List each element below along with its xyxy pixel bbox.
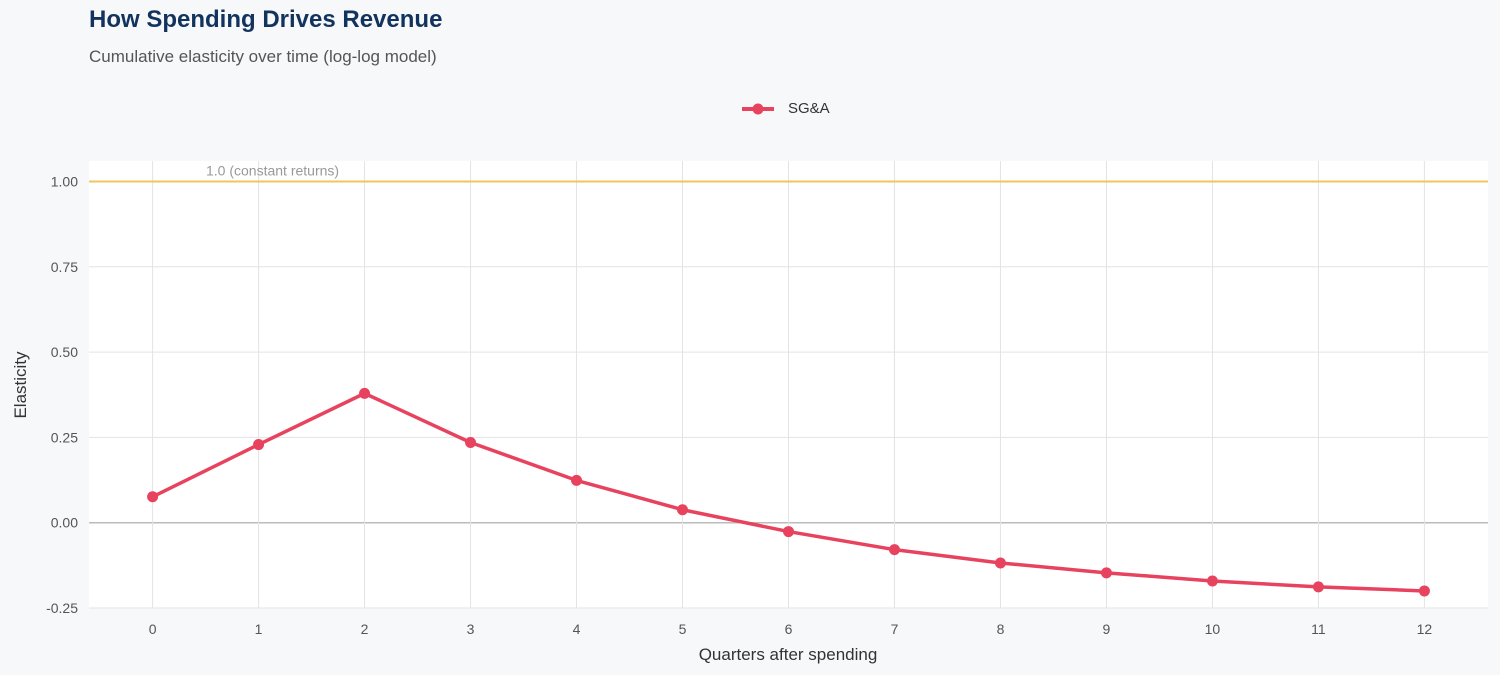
y-tick-label: 0.00 [51,515,78,531]
data-point [783,526,794,538]
data-point [465,437,477,449]
y-axis-title: Elasticity [11,351,30,419]
data-point [359,387,371,399]
data-point [1312,581,1324,593]
x-tick-label: 5 [679,621,687,637]
y-tick-label: 0.75 [51,259,78,275]
y-tick-label: -0.25 [46,600,78,616]
x-tick-label: 7 [891,621,899,637]
y-tick-label: 1.00 [51,173,78,189]
x-axis-title: Quarters after spending [699,645,878,664]
legend: SG&A [742,100,830,117]
y-tick-label: 0.25 [51,429,78,445]
legend-marker-icon [742,103,774,114]
data-point [1418,585,1430,597]
data-point [253,439,265,451]
x-tick-label: 2 [361,621,369,637]
data-point [571,474,583,486]
data-point [677,504,689,516]
legend-label: SG&A [788,100,830,117]
x-tick-label: 3 [467,621,475,637]
x-tick-label: 8 [997,621,1005,637]
x-tick-label: 11 [1311,621,1326,637]
x-tick-label: 12 [1417,621,1433,637]
data-point [1100,567,1112,579]
data-point [147,491,159,503]
x-tick-label: 10 [1205,621,1221,637]
chart-title: How Spending Drives Revenue [89,6,443,33]
data-point [994,557,1006,569]
chart-subtitle: Cumulative elasticity over time (log-log… [89,47,437,66]
x-tick-label: 1 [255,621,263,637]
x-tick-label: 9 [1103,621,1111,637]
y-tick-label: 0.50 [51,344,78,360]
x-tick-label: 0 [149,621,157,637]
data-point [888,544,900,556]
reference-line-label: 1.0 (constant returns) [206,162,339,178]
x-tick-label: 4 [573,621,581,637]
x-tick-label: 6 [785,621,793,637]
data-point [1206,575,1218,587]
